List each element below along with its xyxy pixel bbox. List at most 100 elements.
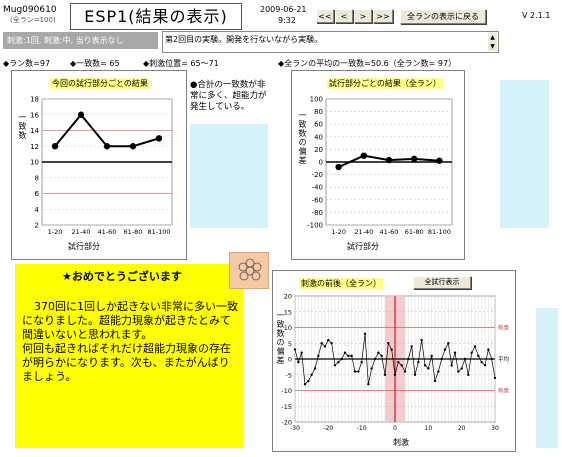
data-point <box>457 370 460 373</box>
app-sub: (全ラン=100) <box>10 16 56 24</box>
y-tick-label: 18 <box>30 96 39 104</box>
x-tick-label: 41-60 <box>98 228 117 236</box>
x-axis-label: 刺激 <box>393 438 409 447</box>
y-tick-label: 0 <box>288 356 292 364</box>
chart-title: 試行部分ごとの結果（全ラン） <box>327 78 443 89</box>
y-tick-label: 15 <box>284 308 292 316</box>
data-point <box>477 354 480 358</box>
stimulus-chart-panel: 刺激の前後（全ラン） 全試行表示 一致数の偏差 刺激 -20 -15 -10 -5 0 5… <box>272 270 516 452</box>
y-tick-label: -60 <box>312 196 323 204</box>
x-tick-label: 61-80 <box>405 228 424 236</box>
data-point <box>493 376 497 380</box>
result-note: ●合計の一致数が非常に多く、超能力が発生している。 <box>190 80 267 112</box>
app-id: Mug090610 <box>3 5 57 15</box>
last-page-button[interactable]: >> <box>373 9 393 23</box>
data-point <box>447 342 450 345</box>
all-runs-button[interactable]: 全ランの表示に戻る <box>400 9 486 24</box>
next-page-button[interactable]: > <box>354 9 372 23</box>
y-tick-label: 10 <box>284 324 292 332</box>
chart-title: 刺激の前後（全ラン） <box>299 278 383 289</box>
x-tick-label: 10 <box>425 425 433 432</box>
upper-significance-label: 有意 <box>498 324 510 332</box>
congratulations-message: 370回に1回しか起きない非常に多い一致になりました。超能力現象が起きたとみて間… <box>22 300 238 383</box>
run-date: 2009-06-21 <box>260 5 307 14</box>
first-page-button[interactable]: << <box>316 9 334 23</box>
run-count: ◆ラン数=97 <box>3 59 51 68</box>
data-point <box>317 354 320 358</box>
data-point <box>393 373 397 376</box>
data-point <box>103 143 111 150</box>
data-point <box>310 373 313 376</box>
y-tick-label: -40 <box>312 184 323 192</box>
x-tick-label: 21-40 <box>354 228 373 236</box>
run-time: 9:32 <box>278 16 296 25</box>
y-tick-label: 60 <box>314 121 323 129</box>
prev-page-button[interactable]: < <box>335 9 353 23</box>
data-point <box>350 354 353 358</box>
data-point <box>400 364 403 367</box>
y-tick-label: 20 <box>284 293 292 301</box>
data-point <box>480 360 483 364</box>
current-run-line-chart: 2 4 6 8 10 12 14 16 18 1-20 21-40 41-60 61-80 81-100 <box>30 96 173 236</box>
y-axis-label: 一致数の偏差 <box>298 111 307 165</box>
data-point <box>413 373 417 376</box>
note-panel-background <box>190 124 268 228</box>
data-point <box>313 367 317 370</box>
scroll-up-icon[interactable]: ▲ <box>488 33 497 42</box>
data-point <box>420 338 423 342</box>
data-point <box>347 354 350 358</box>
right-side-panel-background <box>500 80 549 228</box>
data-point <box>303 383 307 386</box>
stim-position: ◆刺激位置= 65〜71 <box>143 59 219 68</box>
y-tick-label: 14 <box>30 127 39 135</box>
data-point <box>443 348 447 351</box>
lower-significance-label: 有意 <box>498 387 510 395</box>
data-point <box>436 157 443 164</box>
data-point <box>427 367 430 370</box>
data-point <box>297 360 300 364</box>
data-point <box>377 351 380 354</box>
data-point <box>483 364 487 367</box>
data-point <box>327 338 330 342</box>
data-point <box>293 348 297 351</box>
data-point <box>51 143 59 150</box>
data-point <box>129 143 137 150</box>
data-point <box>155 135 163 142</box>
scroll-down-icon[interactable]: ▼ <box>488 42 497 51</box>
data-point <box>397 360 400 364</box>
data-point <box>363 332 367 335</box>
y-tick-label: -100 <box>307 222 323 230</box>
version-label: V 2.1.1 <box>522 11 551 20</box>
data-point <box>367 383 370 386</box>
data-point <box>385 156 393 164</box>
condition-bar: 刺激:1回, 刺激:中, 当り表示なし <box>3 32 158 49</box>
y-tick-label: -20 <box>281 419 292 427</box>
chart-title: 今回の試行部分ごとの結果 <box>50 78 150 89</box>
y-tick-label: 12 <box>30 143 39 151</box>
comment-text: 第2回目の実験。開発を行ないながら実験。 <box>165 35 323 44</box>
x-tick-label: 30 <box>491 425 499 432</box>
data-point <box>320 342 323 345</box>
y-tick-label: -15 <box>281 403 292 411</box>
all-runs-chart-panel: 試行部分ごとの結果（全ラン） 一致数の偏差 試行部分 -100 -80 -60 -40… <box>291 70 465 260</box>
data-point <box>467 373 470 376</box>
x-tick-label: 21-40 <box>72 228 91 236</box>
congratulations-title: ★おめでとうございます <box>62 270 182 283</box>
comment-box[interactable]: 第2回目の実験。開発を行ないながら実験。 ▲ ▼ <box>162 31 499 53</box>
data-point <box>333 364 337 367</box>
x-tick-label: 1-20 <box>48 228 63 236</box>
show-all-trials-button[interactable]: 全試行表示 <box>413 276 471 289</box>
x-tick-label: -20 <box>323 425 333 432</box>
data-point <box>430 354 433 358</box>
data-point <box>470 351 473 354</box>
y-tick-label: -80 <box>312 209 323 217</box>
x-tick-label: 0 <box>393 425 397 432</box>
x-axis-label: 試行部分 <box>68 242 100 251</box>
y-tick-label: 16 <box>30 111 39 119</box>
y-tick-label: 5 <box>288 340 292 348</box>
data-point <box>357 370 360 373</box>
y-axis-label: 一致数 <box>18 113 27 140</box>
y-tick-label: 10 <box>30 159 39 167</box>
x-tick-label: 1-20 <box>331 228 346 236</box>
match-count: ◆一致数= 65 <box>70 59 120 68</box>
